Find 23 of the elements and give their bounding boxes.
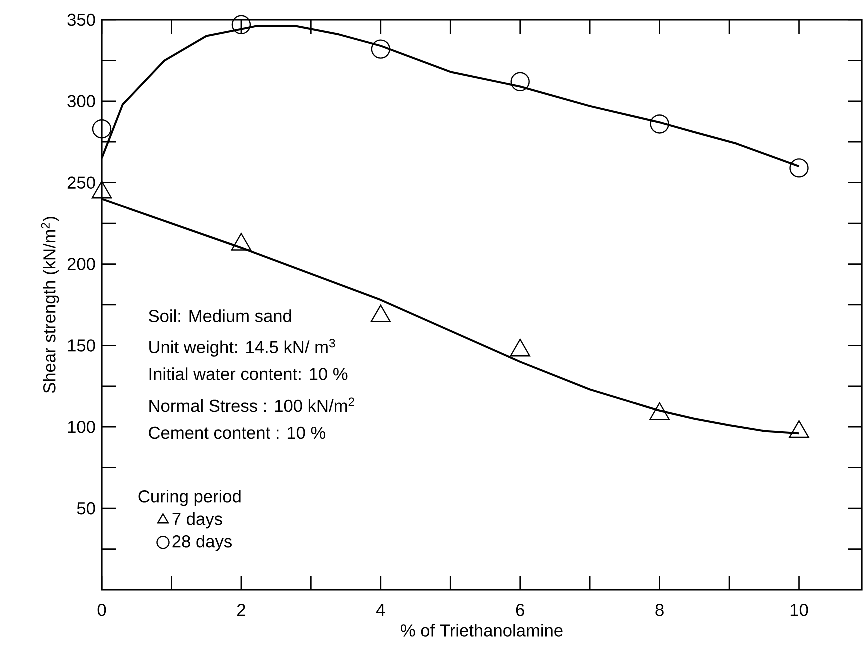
- annotation: Normal Stress : 100 kN/m$^{2}$: [150, 398, 354, 412]
- legend-title: Curing period: [138, 490, 241, 506]
- legend-label: 7 days: [172, 512, 222, 529]
- y-tick-label: 150: [68, 340, 96, 352]
- y-axis-title: Shear strength (kN/m$^{2}$): [41, 217, 60, 394]
- y-tick-label: 50: [77, 502, 96, 515]
- x-axis-title: % of Triethanolamine: [401, 624, 563, 637]
- y-tick-label: 100: [68, 421, 96, 434]
- y-tick-label: 200: [68, 258, 96, 270]
- x-tick-label: 8: [656, 604, 664, 616]
- x-tick-label: 6: [516, 604, 524, 616]
- y-tick-label: 350: [68, 14, 96, 26]
- annotation: Initial water content: 10 %: [150, 368, 348, 380]
- annotation: Cement content : 10 %: [149, 426, 326, 440]
- y-tick-label: 250: [68, 176, 96, 189]
- y-tick-label: 300: [68, 95, 96, 108]
- legend-label: 28 days: [172, 535, 232, 552]
- x-tick-label: 2: [238, 604, 246, 616]
- x-tick-label: 0: [98, 604, 106, 616]
- annotation: Soil: Medium sand: [149, 310, 292, 322]
- x-tick-label: 10: [790, 604, 808, 616]
- x-tick-label: 4: [376, 604, 386, 616]
- annotation: Unit weight: 14.5 kN/ m$^{3}$: [150, 339, 336, 357]
